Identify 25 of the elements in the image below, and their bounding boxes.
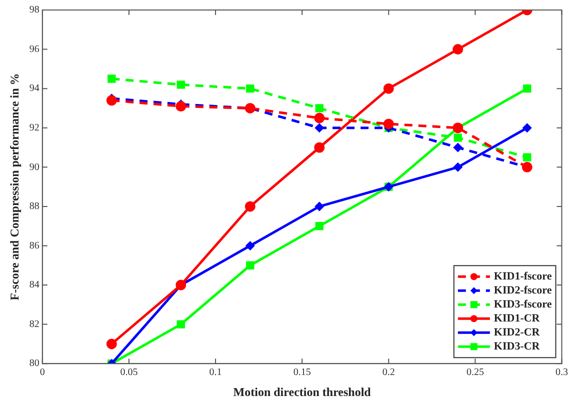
legend-label: KID1-CR — [494, 312, 541, 324]
legend-label: KID1-fscore — [494, 270, 552, 282]
y-tick-label: 84 — [29, 280, 40, 291]
legend-label: KID3-CR — [494, 340, 541, 352]
x-tick-label: 0.1 — [209, 367, 222, 378]
legend-label: KID3-fscore — [494, 298, 552, 310]
x-tick-label: 0.3 — [556, 367, 568, 378]
y-axis-title: F-score and Compression performance in % — [7, 73, 22, 300]
y-tick-label: 82 — [29, 318, 40, 330]
x-axis-title: Motion direction threshold — [233, 384, 372, 399]
y-tick-label: 90 — [29, 162, 40, 173]
x-tick-label: 0.25 — [466, 367, 484, 378]
x-tick-label: 0.05 — [120, 367, 138, 378]
x-tick-label: 0 — [40, 367, 45, 378]
x-tick-label: 0.2 — [382, 367, 395, 378]
x-tick-label: 0.15 — [293, 367, 311, 378]
legend-label: KID2-CR — [494, 326, 541, 338]
y-tick-label: 96 — [29, 44, 40, 55]
y-tick-label: 80 — [29, 358, 40, 370]
legend-label: KID2-fscore — [494, 284, 552, 296]
y-tick-label: 86 — [29, 240, 40, 252]
y-tick-label: 98 — [29, 4, 40, 16]
y-tick-label: 92 — [29, 122, 40, 134]
y-tick-label: 94 — [29, 83, 40, 94]
y-tick-label: 88 — [29, 201, 40, 212]
